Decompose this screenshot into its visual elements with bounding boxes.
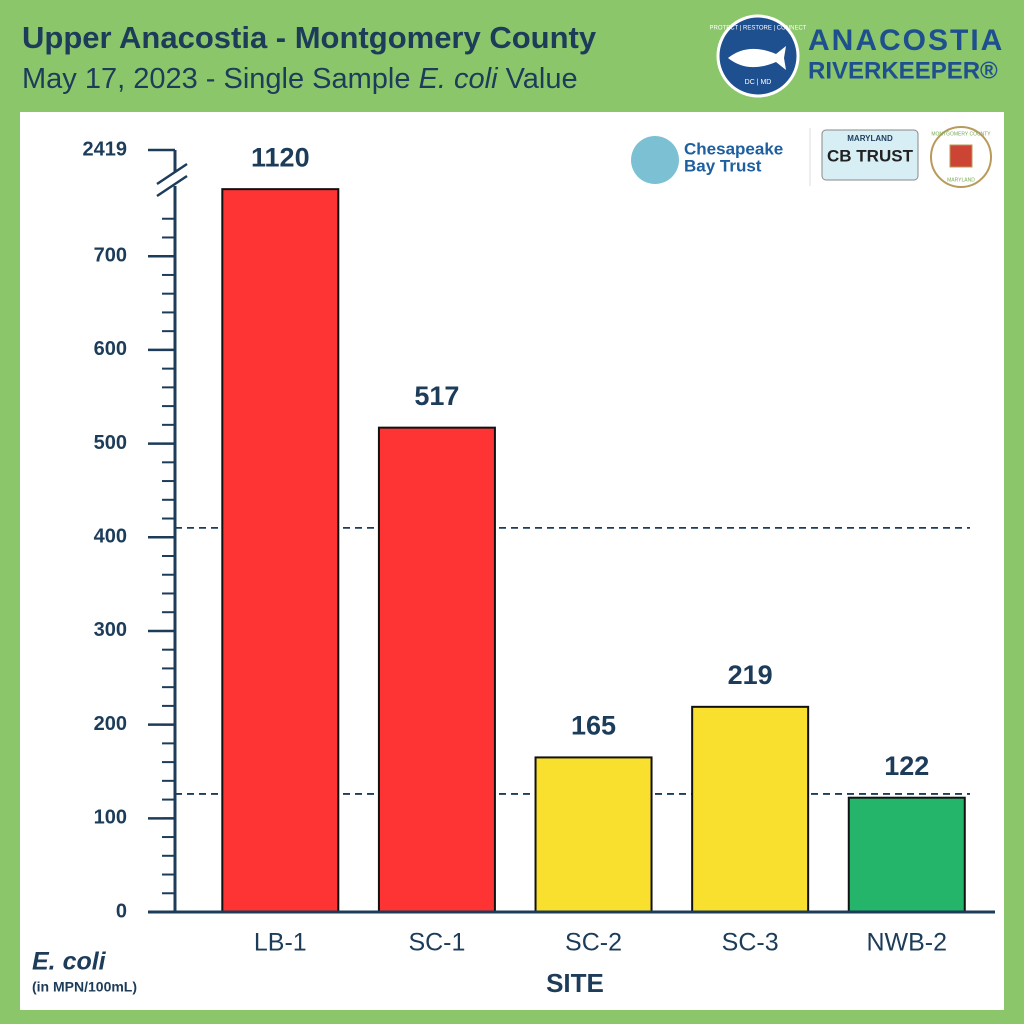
- y-tick-label: 400: [94, 526, 127, 548]
- x-tick-label: SC-1: [408, 929, 465, 957]
- axis-break-mark: [156, 174, 188, 198]
- county-shield: [949, 144, 973, 168]
- cbt-logo: [631, 136, 679, 184]
- bar: [691, 705, 810, 914]
- title: Upper Anacostia - Montgomery County: [22, 20, 597, 55]
- value-label: 1120: [251, 142, 310, 172]
- brand-name: RIVERKEEPER®: [808, 57, 998, 84]
- value-label: 219: [728, 660, 773, 690]
- y-tick-label: 500: [94, 432, 127, 454]
- bar: [221, 188, 340, 913]
- y-tick-label: 300: [94, 619, 127, 641]
- plate: [821, 129, 919, 181]
- subtitle-part: E. coli: [419, 63, 500, 95]
- county-text: MONTGOMERY COUNTY: [931, 131, 991, 137]
- subtitle-part: Value: [498, 63, 578, 95]
- bar: [847, 796, 966, 913]
- y-tick-label: 2419: [83, 138, 128, 160]
- x-tick-label: LB-1: [254, 929, 307, 957]
- x-tick-label: SC-3: [722, 929, 779, 957]
- sponsor-text: Chesapeake: [684, 139, 783, 158]
- county-text: MARYLAND: [947, 177, 975, 183]
- brand-name: ANACOSTIA: [808, 24, 1004, 57]
- bar: [534, 756, 653, 914]
- y-tick-label: 200: [94, 713, 127, 735]
- y-tick-label: 700: [94, 244, 127, 266]
- value-label: 122: [884, 751, 929, 781]
- y-tick-label: 600: [94, 338, 127, 360]
- x-tick-label: SC-2: [565, 929, 622, 957]
- y-tick-label: 100: [94, 807, 127, 829]
- subtitle-part: May 17, 2023 - Single Sample: [22, 63, 419, 95]
- sponsor-text: Bay Trust: [684, 156, 762, 175]
- value-label: 517: [414, 381, 459, 411]
- value-label: 165: [571, 711, 616, 741]
- y-axis-unit: (in MPN/100mL): [32, 979, 137, 995]
- axis-break-mark: [156, 162, 188, 186]
- y-tick-label: 0: [116, 900, 127, 922]
- subtitle: May 17, 2023 - Single Sample E. coli Val…: [22, 63, 578, 95]
- bar: [377, 426, 496, 913]
- badge-text: DC | MD: [745, 79, 772, 86]
- fish-icon: [728, 46, 786, 70]
- panel: [20, 112, 1004, 1010]
- y-axis-label: E. coli: [32, 948, 107, 976]
- badge-text: PROTECT | RESTORE | CONNECT: [710, 26, 807, 32]
- plate-text: CB TRUST: [827, 146, 914, 165]
- plate-text: MARYLAND: [847, 134, 893, 143]
- x-tick-label: NWB-2: [866, 929, 947, 957]
- x-axis-label: SITE: [546, 968, 604, 998]
